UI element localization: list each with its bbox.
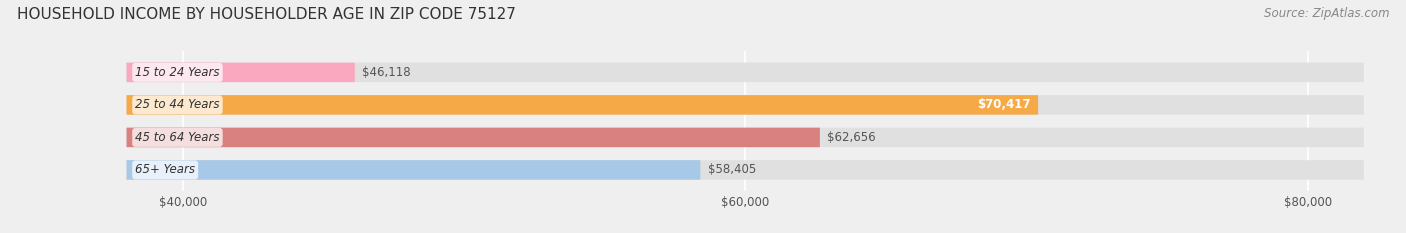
FancyBboxPatch shape	[127, 128, 820, 147]
Text: 65+ Years: 65+ Years	[135, 163, 195, 176]
Text: 45 to 64 Years: 45 to 64 Years	[135, 131, 219, 144]
Text: Source: ZipAtlas.com: Source: ZipAtlas.com	[1264, 7, 1389, 20]
Text: $58,405: $58,405	[707, 163, 756, 176]
Text: HOUSEHOLD INCOME BY HOUSEHOLDER AGE IN ZIP CODE 75127: HOUSEHOLD INCOME BY HOUSEHOLDER AGE IN Z…	[17, 7, 516, 22]
FancyBboxPatch shape	[127, 160, 700, 180]
Text: $62,656: $62,656	[827, 131, 876, 144]
FancyBboxPatch shape	[127, 63, 354, 82]
Text: $46,118: $46,118	[363, 66, 411, 79]
FancyBboxPatch shape	[127, 128, 1364, 147]
FancyBboxPatch shape	[127, 95, 1364, 115]
Text: 15 to 24 Years: 15 to 24 Years	[135, 66, 219, 79]
Text: $70,417: $70,417	[977, 98, 1031, 111]
FancyBboxPatch shape	[127, 160, 1364, 180]
Text: 25 to 44 Years: 25 to 44 Years	[135, 98, 219, 111]
FancyBboxPatch shape	[127, 63, 1364, 82]
FancyBboxPatch shape	[127, 95, 1038, 115]
